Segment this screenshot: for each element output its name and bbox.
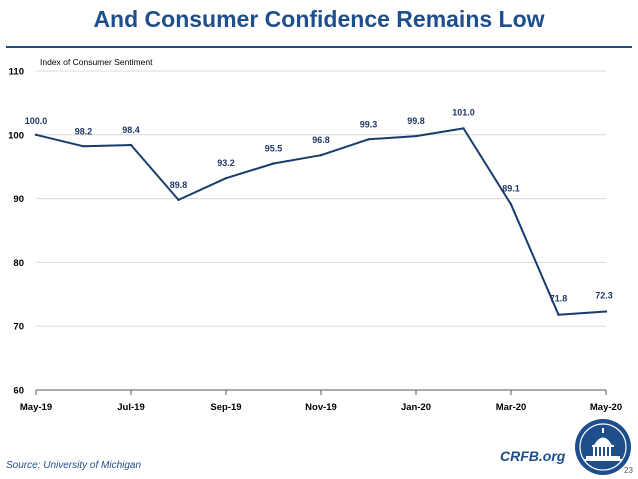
data-label: 95.5 [265, 144, 283, 154]
data-point [367, 138, 370, 141]
capitol-seal-icon [575, 419, 631, 475]
data-point [557, 313, 560, 316]
data-point [224, 176, 228, 180]
y-tick-label: 70 [13, 322, 24, 333]
data-point [604, 310, 608, 313]
y-tick-label: 90 [13, 194, 24, 205]
data-point [414, 134, 418, 138]
data-point [319, 154, 323, 157]
source-note: Source: University of Michigan [6, 460, 142, 471]
data-point [129, 143, 133, 147]
x-tick-label: May-20 [590, 402, 622, 413]
data-point [462, 127, 465, 130]
data-point [509, 203, 513, 206]
data-labels: 100.0 98.2 98.4 89.8 93.2 95.5 96.8 99.3 99.8 101… [25, 107, 613, 316]
x-tick-label: Sep-19 [210, 402, 241, 413]
slide-title: And Consumer Confidence Remains Low [93, 6, 545, 32]
data-point [272, 162, 275, 165]
data-label: 99.8 [407, 116, 425, 126]
data-point [82, 145, 85, 148]
page-number: 23 [624, 466, 633, 475]
y-tick-label: 100 [8, 130, 24, 141]
data-label: 98.2 [75, 126, 93, 136]
data-label: 98.4 [122, 125, 140, 135]
data-point [34, 133, 38, 136]
x-tick-label: May-19 [20, 402, 52, 413]
axes [35, 389, 607, 395]
brand-link[interactable]: CRFB.org [500, 448, 566, 464]
title-divider [6, 46, 632, 48]
x-tick-labels: May-19 Jul-19 Sep-19 Nov-19 Jan-20 Mar-20 May-… [20, 402, 622, 413]
x-tick-label: Mar-20 [496, 402, 527, 413]
data-label: 72.3 [595, 291, 613, 301]
x-tick-label: Nov-19 [305, 402, 337, 413]
data-label: 71.8 [550, 294, 568, 304]
x-tick-label: Jul-19 [117, 402, 144, 413]
data-label: 89.1 [502, 183, 520, 193]
gridlines [36, 70, 606, 327]
y-axis-label: Index of Consumer Sentiment [40, 57, 153, 67]
data-label: 89.8 [170, 180, 188, 190]
y-tick-label: 80 [13, 258, 24, 269]
data-label: 100.0 [25, 116, 48, 126]
y-tick-labels: 60 70 80 90 100 110 [8, 67, 24, 397]
data-label: 101.0 [452, 107, 475, 117]
y-tick-label: 60 [13, 386, 24, 397]
data-point [177, 198, 180, 202]
data-label: 93.2 [217, 158, 235, 168]
data-label: 96.8 [312, 135, 330, 145]
y-tick-label: 110 [9, 67, 24, 78]
x-tick-label: Jan-20 [401, 402, 431, 413]
data-label: 99.3 [360, 119, 378, 129]
